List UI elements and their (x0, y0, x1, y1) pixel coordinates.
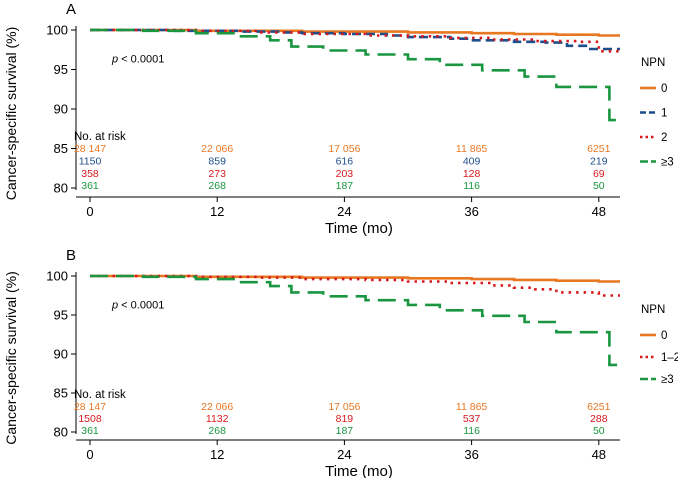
risk-count: 819 (336, 413, 354, 425)
series-line-0 (90, 28, 620, 37)
risk-count: 187 (336, 180, 354, 192)
panel-label: A (66, 1, 76, 18)
y-tick-label: 95 (54, 62, 68, 77)
risk-count: 28 147 (74, 143, 106, 155)
x-tick-label: 12 (210, 204, 224, 219)
legend-label: 1 (661, 108, 667, 120)
y-tick-label: 90 (54, 347, 68, 362)
legend-label: 0 (661, 330, 667, 342)
risk-count: 361 (81, 425, 99, 437)
legend-label: ≥3 (661, 374, 674, 386)
panel-label: B (66, 247, 76, 264)
risk-count: 219 (590, 155, 608, 167)
legend-label: 1–2 (661, 352, 678, 364)
legend-label: 0 (661, 83, 667, 95)
risk-count: 273 (208, 168, 226, 180)
risk-count: 361 (81, 180, 99, 192)
legend-title: NPN (641, 57, 665, 69)
y-tick-label: 95 (54, 308, 68, 323)
legend-label: ≥3 (661, 157, 674, 169)
y-tick-label: 100 (46, 269, 68, 284)
x-tick-label: 48 (592, 447, 606, 462)
risk-table-title: No. at risk (74, 131, 126, 143)
x-tick-label: 36 (464, 204, 478, 219)
x-axis-title: Time (mo) (325, 463, 393, 478)
risk-count: 28 147 (74, 401, 106, 413)
risk-count: 187 (336, 425, 354, 437)
y-tick-label: 90 (54, 102, 68, 117)
series-line-2 (90, 274, 620, 367)
risk-count: 6251 (587, 143, 611, 155)
risk-count: 50 (593, 425, 605, 437)
y-tick-label: 80 (54, 181, 68, 196)
risk-count: 203 (336, 168, 354, 180)
risk-count: 616 (336, 155, 354, 167)
series-line-3 (90, 28, 620, 122)
y-tick-label: 85 (54, 386, 68, 401)
risk-count: 537 (463, 413, 481, 425)
y-tick-label: 80 (54, 425, 68, 440)
x-tick-label: 12 (210, 447, 224, 462)
risk-count: 50 (593, 180, 605, 192)
risk-count: 6251 (587, 401, 611, 413)
risk-count: 128 (463, 168, 481, 180)
p-value-annotation: p < 0.0001 (111, 54, 164, 66)
x-tick-label: 48 (592, 204, 606, 219)
risk-count: 69 (593, 168, 605, 180)
series-line-1 (90, 274, 620, 297)
legend-title: NPN (641, 304, 665, 316)
risk-count: 409 (463, 155, 481, 167)
legend-label: 2 (661, 132, 667, 144)
risk-count: 288 (590, 413, 608, 425)
risk-count: 358 (81, 168, 99, 180)
x-tick-label: 24 (337, 447, 351, 462)
y-axis-title: Cancer-specific survival (%) (3, 271, 19, 444)
risk-count: 11 865 (456, 401, 487, 413)
risk-count: 22 066 (201, 401, 233, 413)
y-axis-title: Cancer-specific survival (%) (3, 27, 19, 200)
risk-count: 268 (208, 425, 226, 437)
p-value-annotation: p < 0.0001 (111, 299, 164, 311)
risk-count: 268 (208, 180, 226, 192)
x-axis-title: Time (mo) (325, 220, 393, 237)
x-tick-label: 0 (86, 204, 93, 219)
risk-count: 859 (208, 155, 226, 167)
risk-count: 116 (463, 425, 480, 437)
risk-count: 22 066 (201, 143, 233, 155)
x-tick-label: 0 (86, 447, 93, 462)
risk-count: 17 056 (328, 143, 360, 155)
series-line-2 (90, 28, 620, 53)
risk-count: 1508 (78, 413, 102, 425)
y-tick-label: 85 (54, 141, 68, 156)
risk-count: 1132 (206, 413, 229, 425)
risk-count: 116 (463, 180, 480, 192)
risk-count: 17 056 (328, 401, 360, 413)
x-tick-label: 24 (337, 204, 351, 219)
risk-table-title: No. at risk (74, 389, 126, 401)
y-tick-label: 100 (46, 23, 68, 38)
risk-count: 1150 (79, 155, 102, 167)
series-line-0 (90, 274, 620, 283)
risk-count: 11 865 (456, 143, 487, 155)
x-tick-label: 36 (464, 447, 478, 462)
